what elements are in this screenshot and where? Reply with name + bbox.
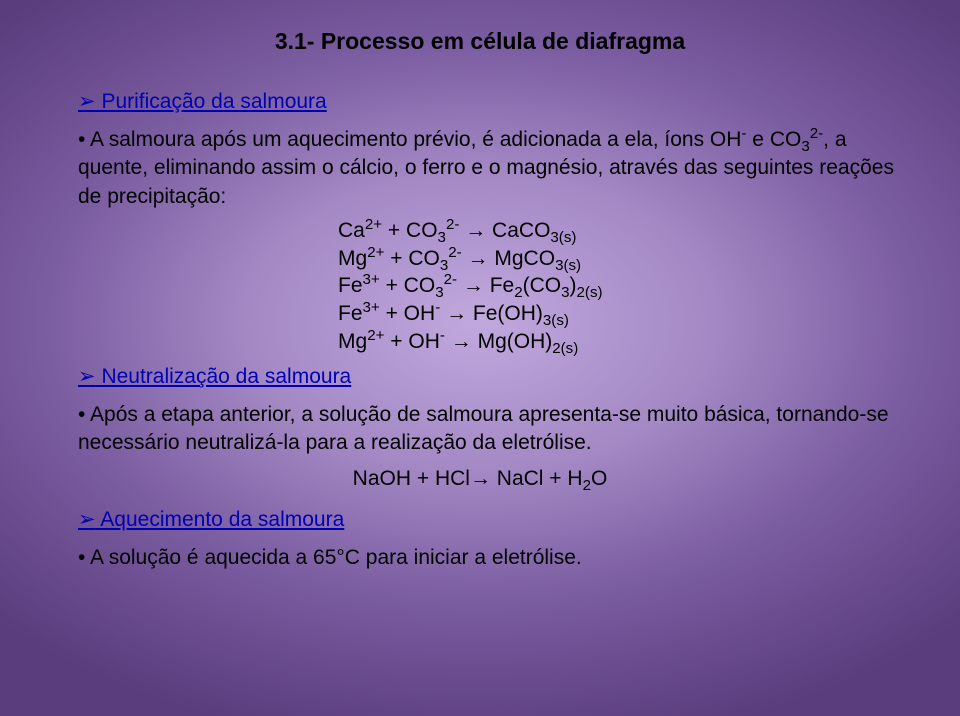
eq-frag: NaOH + HCl [353, 467, 470, 490]
superscript: 2- [444, 271, 457, 288]
superscript: - [435, 299, 440, 316]
subscript: 3 [438, 229, 446, 246]
eq-frag: Fe [338, 274, 363, 297]
purification-paragraph: • A salmoura após um aquecimento prévio,… [78, 126, 900, 211]
heating-paragraph: • A solução é aquecida a 65°C para inici… [78, 544, 900, 572]
neutralization-equation: NaOH + HCl→ NaCl + H2O [60, 467, 900, 491]
subscript: 2 [514, 285, 522, 302]
subscript: 3(s) [543, 312, 569, 329]
arrow-icon: → [465, 219, 486, 242]
equation-2: Mg2+ + CO32- → MgCO3(s) [338, 245, 900, 273]
eq-frag: Mg [338, 330, 367, 353]
eq-frag: MgCO [489, 247, 556, 270]
superscript: 2+ [365, 216, 382, 233]
eq-frag: Fe [484, 274, 514, 297]
subscript: 3 [561, 285, 569, 302]
eq-frag: ) [570, 274, 577, 297]
superscript: 2- [448, 244, 461, 261]
subscript: 2(s) [552, 340, 578, 357]
section-label: Neutralização da salmoura [96, 365, 352, 388]
eq-frag: + OH [384, 330, 439, 353]
chevron-icon: ➢ [78, 365, 96, 388]
superscript: - [440, 327, 445, 344]
equation-1: Ca2+ + CO32- → CaCO3(s) [338, 217, 900, 245]
chevron-icon: ➢ [78, 90, 96, 113]
arrow-icon: → [468, 247, 489, 270]
eq-frag: + CO [384, 247, 439, 270]
text-fragment: e CO [746, 128, 801, 151]
slide-container: 3.1- Processo em célula de diafragma ➢ P… [0, 0, 960, 716]
subscript: 3 [801, 138, 809, 155]
eq-frag: (CO [523, 274, 562, 297]
section-purification: ➢ Purificação da salmoura [78, 89, 900, 114]
eq-frag: + CO [380, 274, 435, 297]
equation-5: Mg2+ + OH- → Mg(OH)2(s) [338, 328, 900, 356]
subscript: 2 [583, 478, 591, 495]
neutralization-paragraph: • Após a etapa anterior, a solução de sa… [78, 401, 900, 458]
arrow-icon: → [446, 302, 467, 325]
eq-frag: Ca [338, 219, 365, 242]
section-label: Purificação da salmoura [96, 90, 327, 113]
eq-frag: O [591, 467, 607, 490]
arrow-icon: → [463, 274, 484, 297]
eq-frag: + OH [380, 302, 435, 325]
arrow-icon: → [470, 467, 491, 490]
eq-frag: Mg [338, 247, 367, 270]
superscript: 2- [810, 125, 823, 142]
equation-block: Ca2+ + CO32- → CaCO3(s) Mg2+ + CO32- → M… [338, 217, 900, 356]
eq-frag: Fe(OH) [467, 302, 543, 325]
equation-3: Fe3+ + CO32- → Fe2(CO3)2(s) [338, 272, 900, 300]
superscript: 3+ [363, 271, 380, 288]
chevron-icon: ➢ [78, 508, 96, 531]
superscript: 2+ [367, 327, 384, 344]
section-heating: ➢ Aquecimento da salmoura [78, 507, 900, 532]
slide-title: 3.1- Processo em célula de diafragma [60, 28, 900, 55]
subscript: 3(s) [555, 257, 581, 274]
text-fragment: • A salmoura após um aquecimento prévio,… [78, 128, 741, 151]
eq-frag: Mg(OH) [472, 330, 553, 353]
eq-frag: NaCl + H [491, 467, 583, 490]
subscript: 3(s) [550, 229, 576, 246]
section-label: Aquecimento da salmoura [96, 508, 345, 531]
superscript: 2- [446, 216, 459, 233]
superscript: 3+ [363, 299, 380, 316]
eq-frag: + CO [382, 219, 437, 242]
subscript: 2(s) [577, 285, 603, 302]
section-neutralization: ➢ Neutralização da salmoura [78, 364, 900, 389]
superscript: 2+ [367, 244, 384, 261]
equation-4: Fe3+ + OH- → Fe(OH)3(s) [338, 300, 900, 328]
arrow-icon: → [451, 330, 472, 353]
eq-frag: CaCO [486, 219, 550, 242]
eq-frag: Fe [338, 302, 363, 325]
